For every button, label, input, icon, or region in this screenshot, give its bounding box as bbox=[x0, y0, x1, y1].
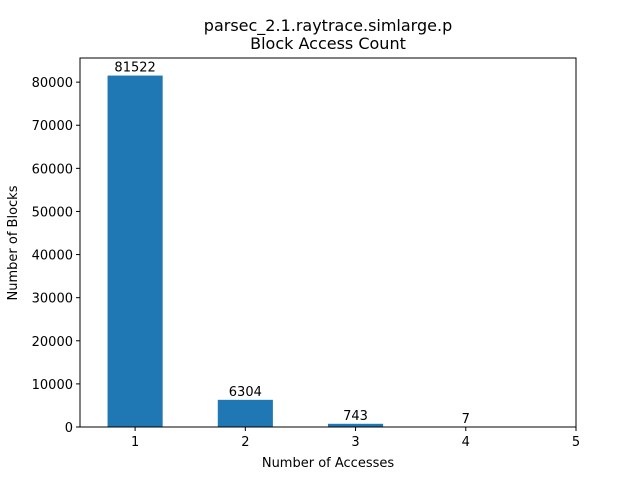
bar-2 bbox=[217, 399, 273, 427]
x-tick-label: 5 bbox=[572, 435, 580, 450]
y-tick-label: 40000 bbox=[32, 249, 73, 264]
y-axis-label: Number of Blocks bbox=[6, 185, 21, 300]
bar-3 bbox=[328, 423, 384, 427]
y-tick-label: 30000 bbox=[32, 292, 73, 307]
x-tick-label: 4 bbox=[462, 435, 470, 450]
y-tick-label: 80000 bbox=[32, 76, 73, 91]
bar-1 bbox=[107, 75, 163, 428]
value-labels-layer: 81522 6304 743 7 bbox=[114, 61, 469, 427]
x-axis-ticks: 1 2 3 4 5 bbox=[131, 427, 580, 450]
x-tick-label: 3 bbox=[351, 435, 359, 450]
data-label-3: 743 bbox=[343, 409, 368, 424]
y-tick-label: 0 bbox=[65, 421, 73, 436]
bars-layer bbox=[107, 75, 494, 428]
y-axis-ticks: 0 10000 20000 30000 40000 50000 60000 70000 8000… bbox=[32, 76, 80, 436]
data-label-1: 81522 bbox=[114, 61, 155, 76]
y-tick-label: 60000 bbox=[32, 162, 73, 177]
y-tick-label: 70000 bbox=[32, 119, 73, 134]
chart-title: parsec_2.1.raytrace.simlarge.p bbox=[204, 16, 452, 36]
y-tick-label: 10000 bbox=[32, 378, 73, 393]
x-tick-label: 2 bbox=[241, 435, 249, 450]
y-tick-label: 20000 bbox=[32, 335, 73, 350]
data-label-4: 7 bbox=[462, 412, 470, 427]
y-tick-label: 50000 bbox=[32, 205, 73, 220]
chart-subtitle: Block Access Count bbox=[250, 34, 406, 53]
data-label-2: 6304 bbox=[229, 385, 262, 400]
x-axis-label: Number of Accesses bbox=[262, 456, 395, 471]
plot-frame bbox=[79, 57, 577, 428]
x-tick-label: 1 bbox=[131, 435, 139, 450]
